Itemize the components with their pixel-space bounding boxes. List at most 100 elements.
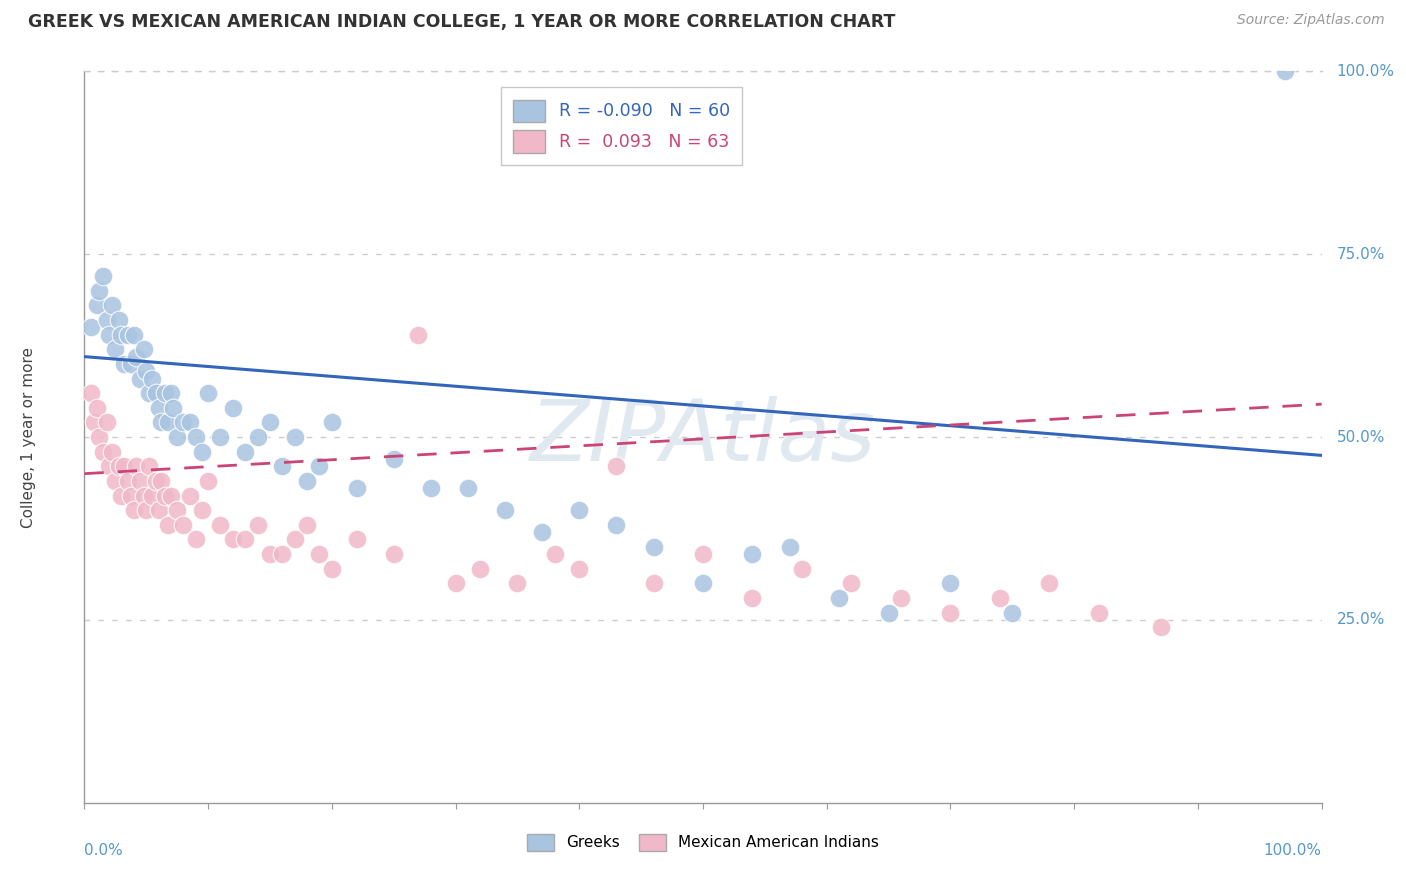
- Point: [98, 327, 121, 342]
- Text: 75.0%: 75.0%: [1337, 247, 1385, 261]
- Text: 100.0%: 100.0%: [1264, 843, 1322, 858]
- Point: [150, 474, 173, 488]
- Point: [643, 576, 665, 591]
- Point: [160, 489, 183, 503]
- Point: [104, 343, 127, 357]
- Point: [197, 386, 219, 401]
- Point: [506, 576, 529, 591]
- Point: [643, 540, 665, 554]
- Point: [108, 459, 131, 474]
- Text: 100.0%: 100.0%: [1337, 64, 1395, 78]
- Point: [145, 474, 167, 488]
- Point: [1088, 606, 1111, 620]
- Point: [1001, 606, 1024, 620]
- Point: [86, 298, 108, 312]
- Point: [83, 416, 105, 430]
- Point: [692, 576, 714, 591]
- Text: 0.0%: 0.0%: [84, 843, 124, 858]
- Point: [135, 364, 157, 378]
- Point: [939, 576, 962, 591]
- Point: [179, 489, 201, 503]
- Point: [246, 517, 269, 532]
- Point: [98, 459, 121, 474]
- Point: [141, 489, 163, 503]
- Point: [346, 481, 368, 495]
- Point: [138, 386, 160, 401]
- Point: [841, 576, 863, 591]
- Point: [91, 444, 114, 458]
- Point: [222, 533, 245, 547]
- Point: [117, 474, 139, 488]
- Point: [605, 517, 627, 532]
- Point: [96, 313, 118, 327]
- Point: [153, 386, 176, 401]
- Point: [308, 459, 330, 474]
- Point: [179, 416, 201, 430]
- Point: [157, 517, 180, 532]
- Point: [321, 562, 343, 576]
- Point: [568, 562, 591, 576]
- Point: [233, 444, 256, 458]
- Point: [790, 562, 813, 576]
- Point: [209, 430, 232, 444]
- Point: [112, 459, 135, 474]
- Point: [150, 416, 173, 430]
- Point: [148, 401, 170, 415]
- Point: [122, 503, 145, 517]
- Point: [91, 269, 114, 284]
- Point: [120, 357, 142, 371]
- Point: [129, 371, 152, 385]
- Point: [184, 533, 207, 547]
- Point: [138, 459, 160, 474]
- Point: [470, 562, 492, 576]
- Point: [166, 430, 188, 444]
- Point: [543, 547, 565, 561]
- Point: [346, 533, 368, 547]
- Point: [132, 489, 155, 503]
- Point: [79, 320, 101, 334]
- Point: [692, 547, 714, 561]
- Point: [308, 547, 330, 561]
- Point: [271, 547, 294, 561]
- Point: [284, 533, 307, 547]
- Point: [86, 401, 108, 415]
- Point: [96, 416, 118, 430]
- Point: [890, 591, 912, 605]
- Point: [79, 386, 101, 401]
- Point: [457, 481, 479, 495]
- Point: [100, 444, 122, 458]
- Point: [1274, 64, 1296, 78]
- Point: [153, 489, 176, 503]
- Text: ZIPAtlas: ZIPAtlas: [530, 395, 876, 479]
- Point: [172, 517, 194, 532]
- Point: [382, 547, 405, 561]
- Point: [141, 371, 163, 385]
- Point: [108, 313, 131, 327]
- Point: [295, 474, 318, 488]
- Point: [135, 503, 157, 517]
- Point: [132, 343, 155, 357]
- Point: [145, 386, 167, 401]
- Point: [246, 430, 269, 444]
- Point: [110, 327, 132, 342]
- Point: [828, 591, 851, 605]
- Point: [877, 606, 900, 620]
- Point: [382, 452, 405, 467]
- Point: [89, 284, 111, 298]
- Point: [259, 547, 281, 561]
- Point: [741, 591, 763, 605]
- Point: [148, 503, 170, 517]
- Point: [605, 459, 627, 474]
- Point: [988, 591, 1011, 605]
- Point: [89, 430, 111, 444]
- Point: [419, 481, 441, 495]
- Legend: Greeks, Mexican American Indians: Greeks, Mexican American Indians: [520, 828, 886, 857]
- Point: [162, 401, 184, 415]
- Point: [222, 401, 245, 415]
- Point: [284, 430, 307, 444]
- Point: [160, 386, 183, 401]
- Point: [172, 416, 194, 430]
- Point: [494, 503, 516, 517]
- Point: [271, 459, 294, 474]
- Point: [191, 444, 214, 458]
